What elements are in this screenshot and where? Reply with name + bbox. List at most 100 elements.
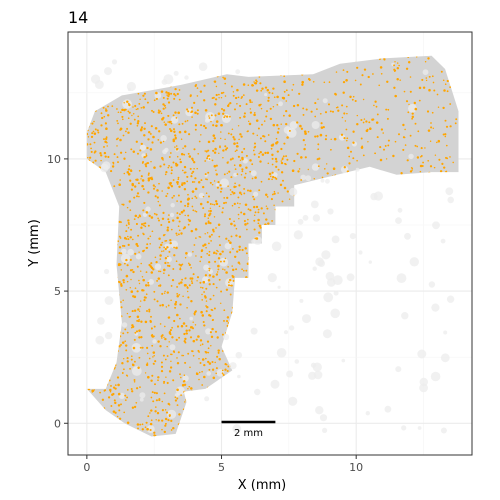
spot-point <box>118 235 121 238</box>
spot-point <box>312 80 315 83</box>
spot-point <box>215 252 218 255</box>
spot-point <box>425 77 428 79</box>
spot-point <box>177 194 180 197</box>
spot-point <box>163 268 166 272</box>
spot-point <box>272 106 275 108</box>
spot-point <box>146 162 149 165</box>
spot-point <box>207 149 210 152</box>
spot-point <box>187 296 190 299</box>
spot-point <box>123 368 125 371</box>
spot-point <box>286 158 289 161</box>
spot-point <box>212 275 215 278</box>
spot-point <box>103 145 105 148</box>
spot-point <box>236 145 239 148</box>
spot-point <box>257 208 260 211</box>
spot-point <box>236 88 239 92</box>
spot-point <box>119 127 123 131</box>
tissue-light-patch <box>267 273 277 283</box>
spot-point <box>157 376 160 379</box>
spot-point <box>299 124 302 128</box>
spot-point <box>103 138 105 141</box>
spot-point <box>222 157 224 159</box>
spot-point <box>118 183 121 186</box>
tissue-light-patch <box>358 250 363 255</box>
spot-point <box>209 203 212 205</box>
spot-point <box>168 214 170 216</box>
spot-point <box>129 209 132 211</box>
spot-point <box>424 60 427 63</box>
spot-point <box>200 310 203 314</box>
spot-point <box>196 109 199 112</box>
tissue-light-patch <box>139 397 144 402</box>
spot-point <box>178 336 181 339</box>
spot-point <box>163 392 166 395</box>
spot-point <box>191 172 193 175</box>
spot-point <box>204 173 207 176</box>
spot-point <box>185 324 188 328</box>
tissue-light-patch <box>305 175 312 182</box>
spot-point <box>156 279 159 282</box>
tissue-light-patch <box>330 308 341 319</box>
spot-point <box>161 241 164 244</box>
tissue-light-patch <box>142 212 148 217</box>
spot-point <box>151 141 154 144</box>
spot-point <box>199 202 203 206</box>
spot-point <box>118 246 122 249</box>
spot-point <box>411 117 413 120</box>
spot-point <box>141 428 144 431</box>
spot-point <box>239 159 242 162</box>
spot-point <box>161 250 163 253</box>
tissue-light-patch <box>338 134 346 141</box>
spot-point <box>213 80 216 83</box>
spot-point <box>164 107 167 109</box>
spot-point <box>178 293 181 296</box>
spot-point <box>196 112 199 115</box>
spot-point <box>452 161 455 164</box>
spot-point <box>193 101 196 105</box>
spot-point <box>168 93 171 96</box>
spot-point <box>276 103 279 106</box>
spot-point <box>369 127 372 130</box>
spot-point <box>141 346 144 349</box>
spot-point <box>222 149 225 152</box>
spot-point <box>144 225 147 228</box>
spot-point <box>182 354 185 357</box>
spot-point <box>298 92 301 95</box>
spot-point <box>160 112 163 115</box>
spot-point <box>232 279 235 282</box>
spot-point <box>152 135 155 139</box>
spot-point <box>275 177 278 180</box>
spot-point <box>158 237 161 240</box>
spot-point <box>157 200 160 203</box>
spot-point <box>255 237 259 240</box>
spot-point <box>419 170 422 173</box>
spot-point <box>168 341 170 343</box>
spot-point <box>327 103 331 106</box>
spot-point <box>127 131 130 134</box>
spot-point <box>202 207 205 210</box>
spot-point <box>178 413 181 416</box>
spot-point <box>180 281 183 284</box>
spot-point <box>203 375 206 379</box>
spot-point <box>222 112 225 115</box>
spot-point <box>296 121 299 124</box>
spot-point <box>404 144 407 146</box>
spot-point <box>113 153 116 155</box>
spot-point <box>148 310 151 313</box>
spot-point <box>166 97 169 100</box>
spot-point <box>374 100 377 103</box>
spot-point <box>157 277 161 280</box>
spot-point <box>281 158 284 161</box>
spot-point <box>437 139 441 143</box>
spot-point <box>188 155 192 158</box>
spot-point <box>147 415 150 418</box>
spot-point <box>135 387 139 390</box>
spot-point <box>234 255 237 258</box>
spot-point <box>343 112 346 115</box>
spot-point <box>303 130 307 133</box>
spot-point <box>140 223 144 226</box>
tissue-light-patch <box>417 426 422 430</box>
tissue-light-patch <box>127 248 134 256</box>
spot-point <box>247 130 249 133</box>
spot-point <box>130 388 133 390</box>
